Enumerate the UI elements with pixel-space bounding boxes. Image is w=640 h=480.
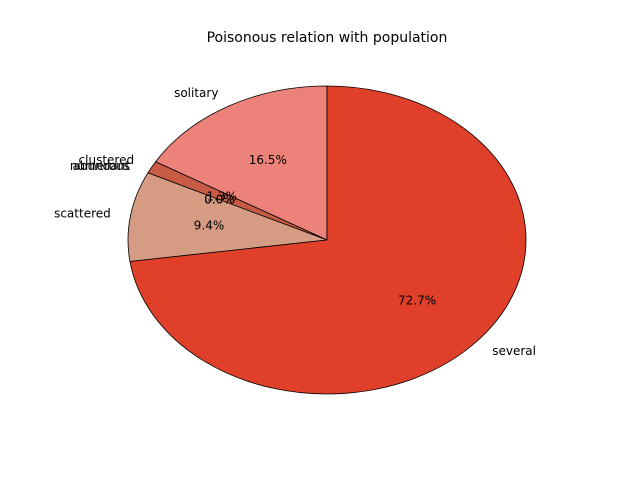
pie-slice-scattered [127,172,328,262]
pct-label-abundant: 0.0% [204,193,235,207]
pct-label-numerous: 0.0% [204,193,235,207]
pie-slices [127,85,527,395]
slice-label-several: several [492,344,536,358]
pct-label-several: 72.7% [398,294,436,308]
pct-label-solitary: 16.5% [249,153,287,167]
slice-label-clustered: clustered [79,153,135,167]
slice-label-numerous: numerous [70,159,130,173]
chart-title: Poisonous relation with population [207,30,448,46]
pie-labels: solitary 16.5% clustered 1.3% abundant 0.0% nu… [54,86,536,358]
slice-label-abundant: abundant [73,159,131,173]
slice-label-solitary: solitary [174,86,218,100]
pie-slice-several [129,85,527,395]
pct-label-clustered: 1.3% [207,189,238,203]
pct-label-scattered: 9.4% [194,219,225,233]
slice-label-scattered: scattered [54,207,111,221]
pie-slice-solitary [155,85,328,241]
